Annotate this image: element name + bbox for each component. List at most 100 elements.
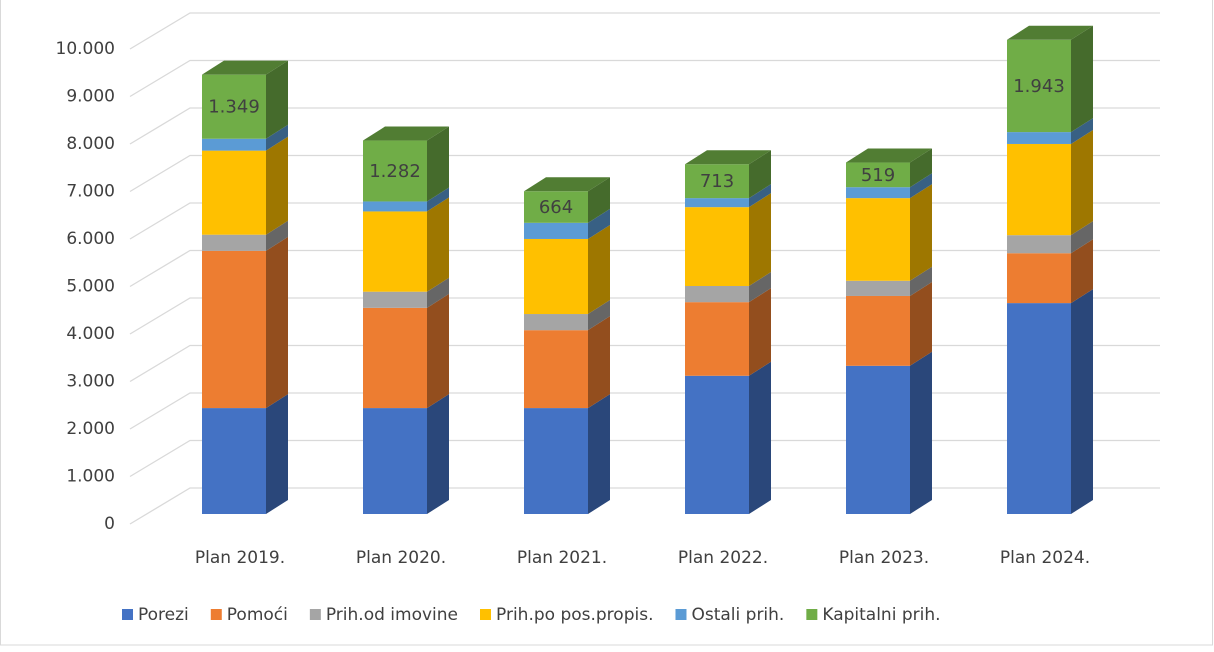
y-tick-label: 1.000	[66, 467, 115, 487]
grid-line	[129, 344, 1160, 383]
bar-side	[749, 184, 771, 208]
bar	[685, 164, 749, 199]
bar	[524, 222, 588, 239]
bar	[1007, 132, 1071, 144]
y-tick-label: 9.000	[66, 87, 115, 107]
bar-side	[749, 193, 771, 286]
y-tick-label: 2.000	[66, 419, 115, 439]
bar	[202, 138, 266, 151]
legend-swatch	[480, 609, 491, 620]
bar-side	[588, 300, 610, 331]
bar	[846, 187, 910, 199]
x-tick-label: Plan 2023.	[839, 548, 929, 568]
bar-side	[266, 60, 288, 139]
bar-side	[266, 124, 288, 151]
bar	[1007, 253, 1071, 304]
bar	[846, 365, 910, 514]
bar-side	[1071, 289, 1093, 514]
grid-line	[129, 12, 1160, 50]
grid-line	[129, 59, 1160, 98]
bar	[202, 234, 266, 251]
bar-side	[588, 224, 610, 315]
x-tick-label: Plan 2024.	[1000, 548, 1090, 568]
x-tick-label: Plan 2021.	[517, 548, 607, 568]
bar-side	[1071, 129, 1093, 236]
bar-side	[427, 197, 449, 292]
bar-side	[1071, 239, 1093, 304]
bar	[524, 330, 588, 409]
bar	[846, 295, 910, 366]
bar-top	[685, 150, 771, 165]
bar	[685, 286, 749, 303]
bar-side	[427, 277, 449, 308]
y-tick-label: 10.000	[56, 39, 115, 59]
bar-top	[202, 60, 288, 75]
legend-label: Prih.od imovine	[326, 605, 458, 625]
bar-side	[266, 236, 288, 409]
bar	[524, 191, 588, 223]
bar-side	[910, 173, 932, 199]
bar	[685, 207, 749, 286]
bar-side	[588, 177, 610, 223]
bar-side	[588, 316, 610, 409]
bar	[524, 314, 588, 331]
bar	[685, 375, 749, 514]
bar	[685, 302, 749, 376]
x-tick-label: Plan 2022.	[678, 548, 768, 568]
legend-label: Prih.po pos.propis.	[496, 605, 653, 625]
bar	[846, 162, 910, 188]
data-label: 519	[861, 165, 895, 186]
data-label: 713	[700, 171, 734, 192]
bar-top	[524, 177, 610, 192]
bar-side	[588, 208, 610, 239]
y-tick-label: 4.000	[66, 324, 115, 344]
x-tick-label: Plan 2020.	[356, 548, 446, 568]
grid-line	[129, 249, 1160, 288]
bar	[363, 140, 427, 202]
grid-line	[129, 297, 1160, 335]
bar-side	[910, 281, 932, 366]
bar-side	[749, 361, 771, 514]
bar	[1007, 235, 1071, 254]
grid-line	[129, 487, 1160, 525]
bar-side	[427, 126, 449, 202]
bar-side	[910, 184, 932, 281]
grid-line	[129, 154, 1160, 193]
bar-side	[266, 136, 288, 235]
legend-swatch	[309, 609, 321, 620]
bar	[685, 198, 749, 208]
bar-side	[266, 220, 288, 251]
legend-label: Pomoći	[227, 605, 288, 625]
legend-swatch	[675, 609, 687, 620]
bar-side	[427, 394, 449, 514]
y-tick-label: 5.000	[66, 277, 115, 297]
bar	[1007, 143, 1071, 236]
y-tick-label: 7.000	[66, 182, 115, 202]
bar-top	[363, 126, 449, 141]
legend-label: Porezi	[138, 605, 189, 625]
x-tick-label: Plan 2019.	[195, 548, 285, 568]
bar-side	[1071, 25, 1093, 133]
grid-line	[129, 392, 1160, 430]
data-label: 1.349	[208, 97, 260, 118]
y-tick-label: 6.000	[66, 229, 115, 249]
bar-side	[749, 150, 771, 199]
legend-label: Kapitalni prih.	[822, 605, 940, 625]
grid-line	[129, 439, 1160, 478]
bar-top	[846, 148, 932, 163]
legend-swatch	[806, 609, 818, 620]
data-label: 664	[539, 197, 573, 218]
bar-side	[1071, 118, 1093, 144]
bar	[363, 307, 427, 409]
grid-line	[129, 202, 1160, 240]
bar	[524, 238, 588, 315]
data-label: 1.943	[1013, 76, 1065, 97]
bar-side	[1071, 221, 1093, 254]
bar-side	[749, 288, 771, 376]
data-label: 1.282	[369, 161, 421, 182]
bar	[202, 74, 266, 139]
y-tick-label: 3.000	[66, 372, 115, 392]
bar	[363, 291, 427, 308]
bar	[202, 408, 266, 514]
